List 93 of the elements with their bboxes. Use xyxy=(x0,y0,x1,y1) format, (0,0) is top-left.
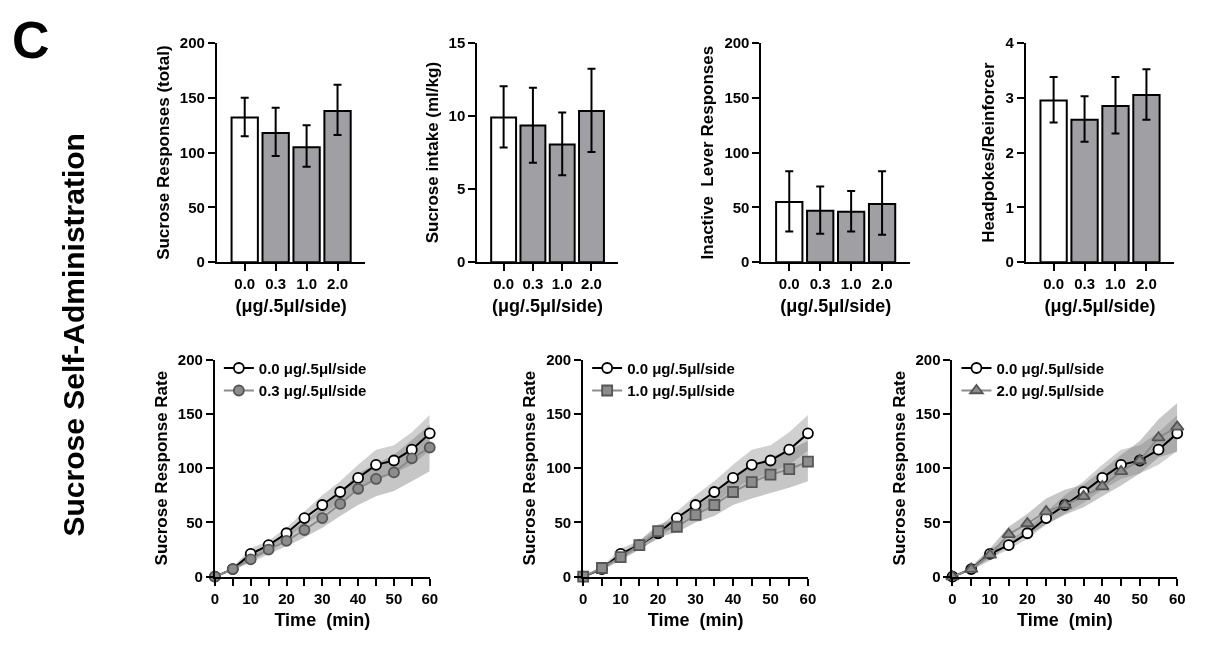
y-tick-label: 100 xyxy=(915,459,941,477)
y-tick-label: 2 xyxy=(1005,143,1014,161)
y-tick-label: 1 xyxy=(1005,198,1014,216)
x-tick-label: 30 xyxy=(1056,589,1074,607)
y-tick-label: 0 xyxy=(932,567,941,585)
x-tick-label: 0 xyxy=(210,589,220,607)
x-tick-label: 2.0 xyxy=(1136,275,1157,293)
x-axis-title: (μg/.5μl/side) xyxy=(1044,295,1156,316)
x-tick-label: 1.0 xyxy=(840,275,862,293)
y-tick-label: 200 xyxy=(724,34,750,52)
x-tick-label: 40 xyxy=(724,589,742,607)
y-tick-label: 15 xyxy=(448,34,466,52)
y-tick-label: 0 xyxy=(1005,253,1014,271)
x-axis-title: (μg/.5μl/side) xyxy=(235,295,347,316)
x-tick-label: 2.0 xyxy=(871,275,893,293)
x-tick-label: 40 xyxy=(1093,589,1111,607)
legend-label: 2.0 μg/.5μl/side xyxy=(996,382,1105,400)
x-tick-label: 0.0 xyxy=(1043,275,1065,293)
y-tick-label: 100 xyxy=(546,459,572,477)
x-tick-label: 60 xyxy=(1168,589,1186,607)
y-axis-title: Sucrose Response Rate xyxy=(889,370,909,566)
y-tick-label: 100 xyxy=(177,459,203,477)
y-tick-label: 200 xyxy=(915,350,941,368)
x-tick-label: 2.0 xyxy=(327,275,348,293)
y-axis-title: Sucrose intake (ml/kg) xyxy=(422,61,442,244)
y-tick-label: 50 xyxy=(188,198,205,216)
y-tick-label: 200 xyxy=(546,350,572,368)
x-tick-label: 0.3 xyxy=(809,275,831,293)
y-axis-title: Headpokes/Reinforcer xyxy=(979,62,999,243)
x-tick-label: 50 xyxy=(762,589,779,607)
x-tick-label: 60 xyxy=(799,589,817,607)
y-tick-label: 150 xyxy=(179,89,205,107)
x-tick-label: 40 xyxy=(349,589,367,607)
x-tick-label: 0 xyxy=(948,589,957,607)
y-tick-label: 150 xyxy=(177,405,203,423)
y-tick-label: 150 xyxy=(915,405,941,423)
y-axis-title: Sucrose Response Rate xyxy=(520,370,540,566)
y-tick-label: 150 xyxy=(724,89,750,107)
y-tick-label: 50 xyxy=(732,198,750,216)
x-axis-title: (μg/.5μl/side) xyxy=(492,295,604,316)
y-tick-label: 0 xyxy=(194,567,203,585)
legend-label: 0.0 μg/.5μl/side xyxy=(996,359,1105,377)
y-tick-label: 100 xyxy=(179,143,205,161)
y-tick-label: 10 xyxy=(448,107,466,125)
y-axis-title: Inactive Lever Responses xyxy=(698,45,718,260)
x-axis-title: Time (min) xyxy=(647,610,744,631)
x-tick-label: 10 xyxy=(242,589,260,607)
x-tick-label: 30 xyxy=(313,589,331,607)
y-tick-label: 0 xyxy=(741,253,750,271)
y-tick-label: 200 xyxy=(179,34,205,52)
y-tick-label: 150 xyxy=(546,405,572,423)
x-tick-label: 50 xyxy=(1131,589,1149,607)
x-tick-label: 10 xyxy=(981,589,999,607)
legend-label: 0.0 μg/.5μl/side xyxy=(258,359,367,377)
x-tick-label: 0 xyxy=(579,589,588,607)
x-axis-title: Time (min) xyxy=(1017,610,1113,631)
y-axis-title: Sucrose Responses (total) xyxy=(153,45,173,260)
x-tick-label: 1.0 xyxy=(551,275,573,293)
legend-label: 0.3 μg/.5μl/side xyxy=(258,382,367,400)
x-axis-title: Time (min) xyxy=(274,610,371,631)
x-tick-label: 50 xyxy=(385,589,403,607)
y-tick-label: 50 xyxy=(186,513,203,531)
x-tick-label: 0.0 xyxy=(234,275,256,293)
text: C xyxy=(12,11,50,69)
text: Sucrose Self-Administration xyxy=(57,133,91,537)
x-tick-label: 30 xyxy=(687,589,704,607)
x-tick-label: 10 xyxy=(612,589,629,607)
y-tick-label: 50 xyxy=(554,513,572,531)
x-tick-label: 0.3 xyxy=(265,275,287,293)
y-tick-label: 50 xyxy=(923,513,941,531)
x-tick-label: 0.3 xyxy=(522,275,544,293)
y-tick-label: 0 xyxy=(456,253,466,271)
x-tick-label: 20 xyxy=(278,589,295,607)
y-axis-title: Sucrose Response Rate xyxy=(151,370,171,566)
x-tick-label: 60 xyxy=(421,589,439,607)
legend-label: 1.0 μg/.5μl/side xyxy=(627,382,735,400)
x-tick-label: 20 xyxy=(649,589,667,607)
x-tick-label: 1.0 xyxy=(296,275,318,293)
x-tick-label: 0.0 xyxy=(493,275,515,293)
y-tick-label: 0 xyxy=(196,253,205,271)
x-tick-label: 20 xyxy=(1019,589,1036,607)
x-tick-label: 0.3 xyxy=(1074,275,1095,293)
y-tick-label: 100 xyxy=(724,143,750,161)
x-tick-label: 2.0 xyxy=(581,275,602,293)
y-tick-label: 5 xyxy=(456,180,466,198)
x-tick-label: 1.0 xyxy=(1105,275,1126,293)
y-tick-label: 4 xyxy=(1005,34,1015,52)
y-tick-label: 200 xyxy=(177,350,203,368)
x-tick-label: 0.0 xyxy=(778,275,800,293)
legend-label: 0.0 μg/.5μl/side xyxy=(627,359,735,377)
y-tick-label: 0 xyxy=(562,567,572,585)
y-tick-label: 3 xyxy=(1005,89,1014,107)
x-axis-title: (μg/.5μl/side) xyxy=(780,295,892,316)
